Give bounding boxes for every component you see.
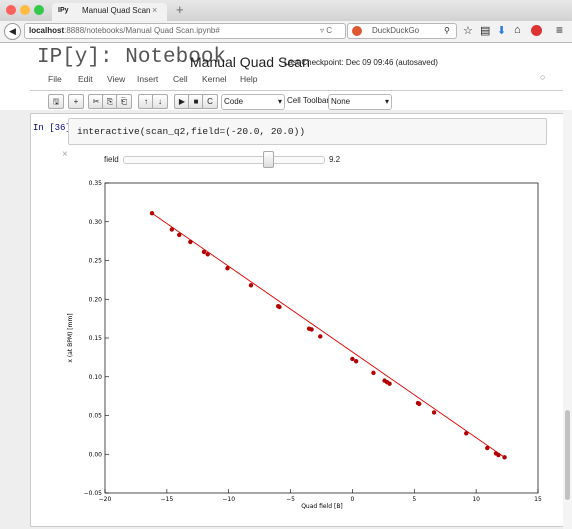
- y-tick-label: 0.15: [89, 335, 103, 342]
- x-tick-label: −15: [161, 496, 174, 503]
- data-point: [417, 402, 421, 406]
- y-tick-label: 0.05: [89, 413, 103, 420]
- data-point: [202, 250, 206, 254]
- data-point: [177, 233, 181, 237]
- data-point: [350, 357, 354, 361]
- x-tick-label: 0: [351, 496, 355, 503]
- data-point: [387, 382, 391, 386]
- data-point: [464, 431, 468, 435]
- data-point: [225, 266, 229, 270]
- y-tick-label: 0.25: [89, 258, 103, 265]
- data-point: [188, 240, 192, 244]
- y-tick-label: 0.10: [89, 374, 103, 381]
- data-point: [371, 371, 375, 375]
- data-point: [249, 283, 253, 287]
- data-point: [205, 252, 209, 256]
- x-tick-label: 5: [412, 496, 416, 503]
- data-point: [432, 410, 436, 414]
- x-tick-label: 10: [472, 496, 480, 503]
- y-tick-label: 0.30: [89, 219, 103, 226]
- data-point: [485, 446, 489, 450]
- data-point: [318, 334, 322, 338]
- data-point: [277, 305, 281, 309]
- y-tick-label: 0.35: [89, 180, 103, 187]
- y-tick-label: 0.00: [89, 451, 103, 458]
- page: IPy Manual Quad Scan × + ◀ localhost:888…: [0, 0, 572, 529]
- x-tick-label: 15: [534, 496, 542, 503]
- fit-line: [152, 213, 505, 457]
- x-tick-label: −5: [286, 496, 295, 503]
- data-point: [150, 211, 154, 215]
- data-point: [170, 227, 174, 231]
- y-tick-label: 0.20: [89, 296, 103, 303]
- chart: Quad field [B] x (at BPM) [mm] −0.050.00…: [0, 0, 572, 529]
- data-point: [502, 455, 506, 459]
- x-axis-label: Quad field [B]: [301, 503, 343, 510]
- data-point: [309, 327, 313, 331]
- x-tick-label: −10: [222, 496, 235, 503]
- data-point: [354, 359, 358, 363]
- data-point: [496, 453, 500, 457]
- y-axis-label: x (at BPM) [mm]: [67, 313, 74, 362]
- x-tick-label: −20: [99, 496, 112, 503]
